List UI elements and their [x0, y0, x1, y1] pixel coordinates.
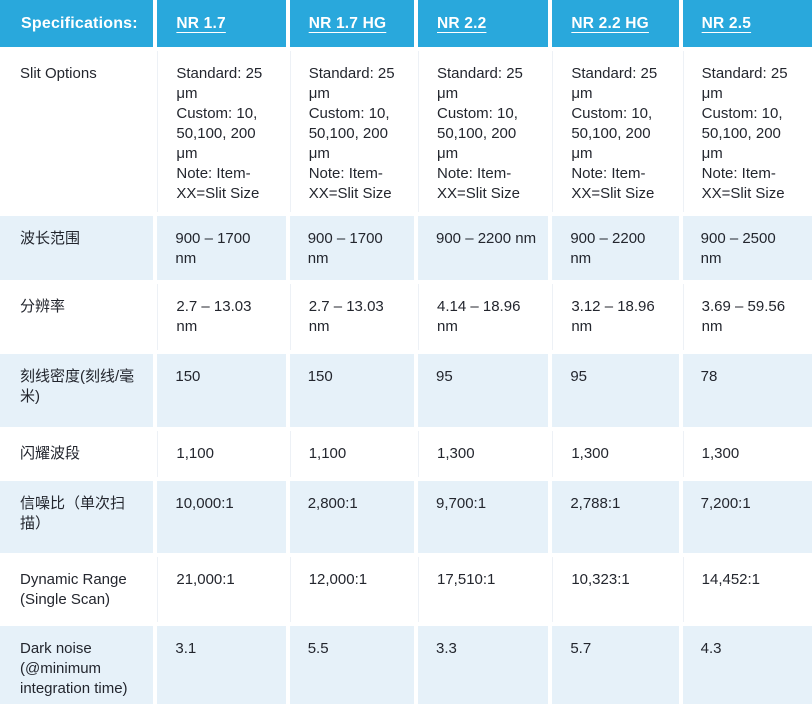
spec-value-cell: 78	[682, 354, 812, 427]
model-link-nr-1-7[interactable]: NR 1.7	[176, 14, 226, 32]
spec-value-cell: 95	[552, 354, 679, 427]
row-label-dynamic-range: Dynamic Range (Single Scan)	[0, 557, 154, 622]
column-header-nr-2-5: NR 2.5	[682, 0, 812, 47]
spec-value-cell: 2.7 – 13.03 nm	[289, 284, 414, 350]
column-header-nr-1-7-hg: NR 1.7 HG	[289, 0, 414, 47]
specifications-header: Specifications:	[0, 0, 154, 47]
column-header-nr-2-2: NR 2.2	[418, 0, 549, 47]
spec-value-cell: 3.3	[418, 626, 549, 704]
row-label-blaze-wavelength: 闪耀波段	[0, 431, 154, 477]
spec-value-cell: 95	[418, 354, 549, 427]
spec-value-cell: 12,000:1	[289, 557, 414, 622]
row-label-snr-single-scan: 信噪比（单次扫描）	[0, 481, 154, 553]
spec-value-cell: 4.14 – 18.96 nm	[418, 284, 549, 350]
spec-value-cell: 3.69 – 59.56 nm	[682, 284, 812, 350]
table-row-snr-single-scan: 信噪比（单次扫描） 10,000:1 2,800:1 9,700:1 2,788…	[0, 481, 812, 553]
spec-value-cell: 150	[289, 354, 414, 427]
spec-value-cell: 5.7	[552, 626, 679, 704]
spec-value-cell: 1,300	[418, 431, 549, 477]
model-link-nr-1-7-hg[interactable]: NR 1.7 HG	[308, 14, 387, 32]
table-row-wavelength-range: 波长范围 900 – 1700 nm 900 – 1700 nm 900 – 2…	[0, 216, 812, 280]
spec-value-cell: 10,000:1	[157, 481, 286, 553]
spec-value-cell: 900 – 1700 nm	[289, 216, 414, 280]
table-row-groove-density: 刻线密度(刻线/毫米) 150 150 95 95 78	[0, 354, 812, 427]
column-header-nr-1-7: NR 1.7	[157, 0, 286, 47]
spec-value-cell: 900 – 2200 nm	[552, 216, 679, 280]
table-row-dark-noise: Dark noise (@minimum integration time) 3…	[0, 626, 812, 704]
spec-value-cell: Standard: 25 μm Custom: 10, 50,100, 200 …	[289, 51, 414, 212]
spec-value-cell: Standard: 25 μm Custom: 10, 50,100, 200 …	[418, 51, 549, 212]
model-link-nr-2-5[interactable]: NR 2.5	[701, 14, 752, 32]
row-label-resolution: 分辨率	[0, 284, 154, 350]
spec-value-cell: 5.5	[289, 626, 414, 704]
spec-value-cell: 1,300	[682, 431, 812, 477]
table-row-dynamic-range: Dynamic Range (Single Scan) 21,000:1 12,…	[0, 557, 812, 622]
column-header-nr-2-2-hg: NR 2.2 HG	[552, 0, 679, 47]
spec-value-cell: 3.1	[157, 626, 286, 704]
spec-value-cell: 900 – 2500 nm	[682, 216, 812, 280]
table-row-blaze-wavelength: 闪耀波段 1,100 1,100 1,300 1,300 1,300	[0, 431, 812, 477]
spec-value-cell: 2.7 – 13.03 nm	[157, 284, 286, 350]
spec-value-cell: 4.3	[682, 626, 812, 704]
spec-value-cell: 900 – 2200 nm	[418, 216, 549, 280]
row-label-dark-noise: Dark noise (@minimum integration time)	[0, 626, 154, 704]
spec-value-cell: 1,300	[552, 431, 679, 477]
spec-value-cell: 14,452:1	[682, 557, 812, 622]
spec-value-cell: Standard: 25 μm Custom: 10, 50,100, 200 …	[157, 51, 286, 212]
spec-value-cell: 2,788:1	[552, 481, 679, 553]
model-link-nr-2-2[interactable]: NR 2.2	[437, 14, 487, 32]
spec-value-cell: 1,100	[157, 431, 286, 477]
row-label-wavelength-range: 波长范围	[0, 216, 154, 280]
spec-value-cell: Standard: 25 μm Custom: 10, 50,100, 200 …	[682, 51, 812, 212]
spec-value-cell: 10,323:1	[552, 557, 679, 622]
spec-value-cell: 21,000:1	[157, 557, 286, 622]
spec-value-cell: Standard: 25 μm Custom: 10, 50,100, 200 …	[552, 51, 679, 212]
table-row-slit-options: Slit Options Standard: 25 μm Custom: 10,…	[0, 51, 812, 212]
spec-value-cell: 150	[157, 354, 286, 427]
model-link-nr-2-2-hg[interactable]: NR 2.2 HG	[571, 14, 649, 32]
spec-value-cell: 1,100	[289, 431, 414, 477]
spec-value-cell: 17,510:1	[418, 557, 549, 622]
spec-value-cell: 2,800:1	[289, 481, 414, 553]
table-row-resolution: 分辨率 2.7 – 13.03 nm 2.7 – 13.03 nm 4.14 –…	[0, 284, 812, 350]
spec-value-cell: 900 – 1700 nm	[157, 216, 286, 280]
spec-value-cell: 3.12 – 18.96 nm	[552, 284, 679, 350]
row-label-groove-density: 刻线密度(刻线/毫米)	[0, 354, 154, 427]
spec-value-cell: 9,700:1	[418, 481, 549, 553]
header-row: Specifications: NR 1.7 NR 1.7 HG NR 2.2 …	[0, 0, 812, 47]
spec-value-cell: 7,200:1	[682, 481, 812, 553]
row-label-slit-options: Slit Options	[0, 51, 154, 212]
